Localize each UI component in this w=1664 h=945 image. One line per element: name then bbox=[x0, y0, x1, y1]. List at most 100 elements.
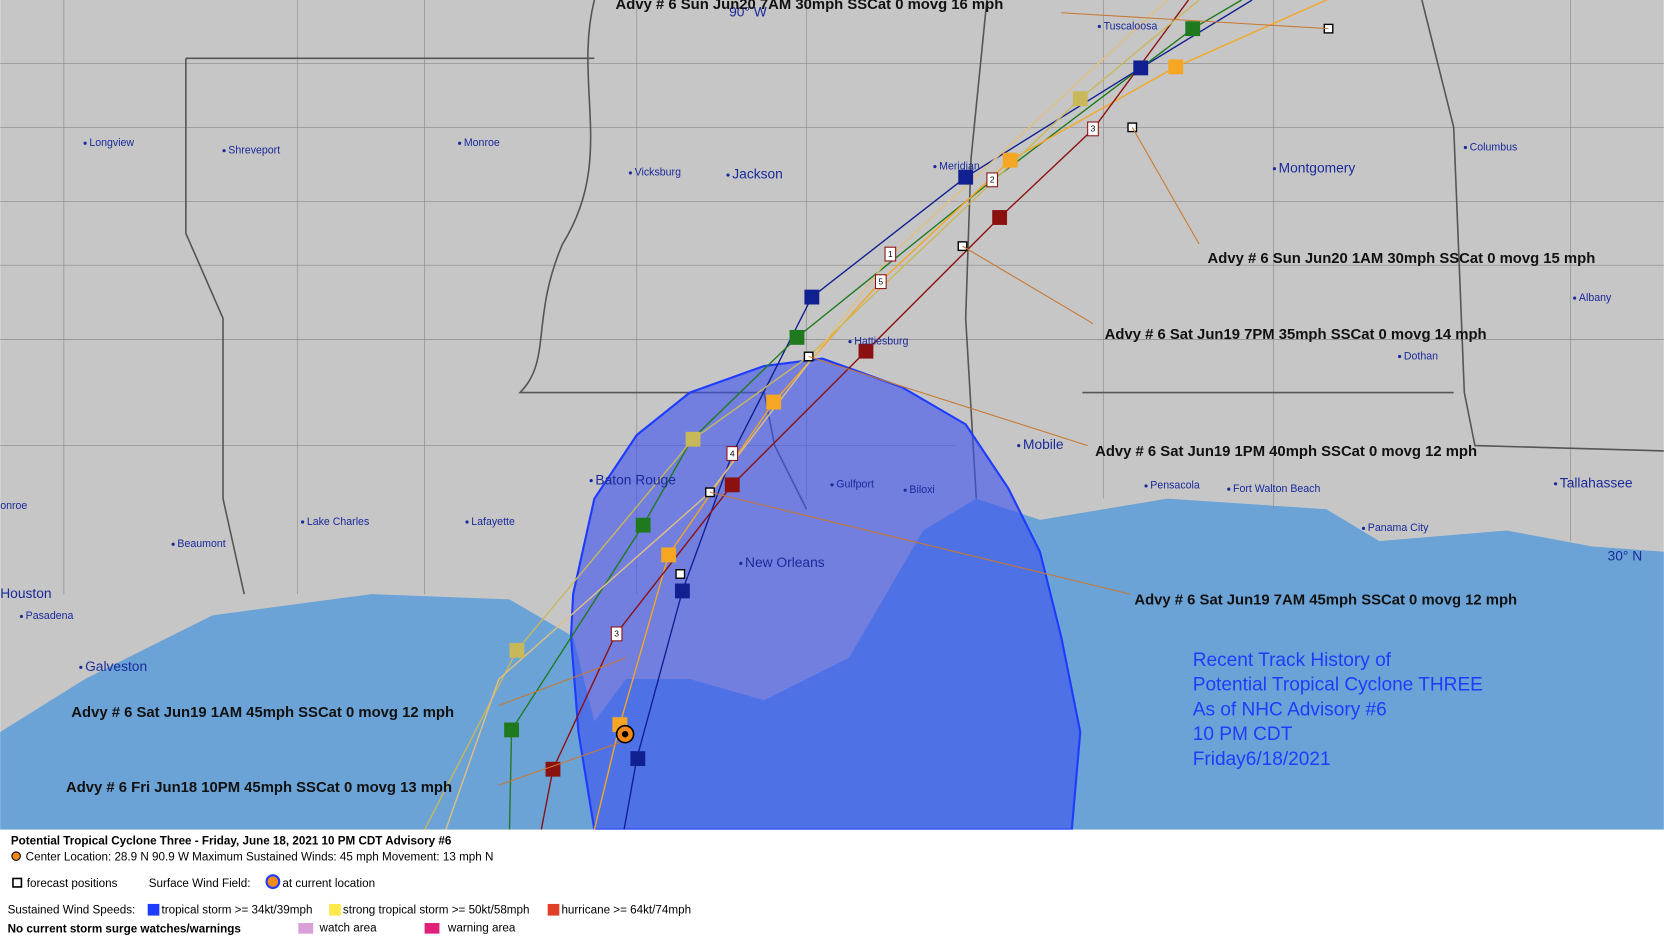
city-dot bbox=[79, 665, 83, 669]
history-line: 10 PM CDT bbox=[1193, 724, 1293, 745]
track-line bbox=[623, 0, 1253, 830]
position-marker bbox=[992, 210, 1008, 225]
track-line bbox=[423, 0, 1200, 830]
city-label: Lake Charles bbox=[307, 516, 369, 528]
legend-watch: watch area bbox=[319, 921, 378, 934]
legend-sts: strong tropical storm >= 50kt/58mph bbox=[343, 903, 530, 916]
city-dot bbox=[83, 141, 87, 145]
city-label: Baton Rouge bbox=[595, 472, 676, 487]
city-dot bbox=[1017, 444, 1021, 448]
position-marker bbox=[1072, 91, 1088, 107]
city-label: New Orleans bbox=[745, 555, 825, 570]
forecast-position bbox=[675, 569, 686, 579]
position-marker bbox=[1185, 21, 1201, 37]
city-label: Galveston bbox=[85, 659, 147, 674]
city-dot bbox=[1227, 487, 1231, 491]
legend-watch-swatch bbox=[298, 923, 314, 934]
leader-line bbox=[962, 245, 1094, 325]
city-dot bbox=[628, 171, 633, 175]
legend-surface: Surface Wind Field: bbox=[149, 877, 251, 890]
forecast-number-box bbox=[884, 246, 897, 262]
city-dot bbox=[458, 141, 462, 145]
position-marker bbox=[1168, 59, 1184, 75]
position-marker bbox=[509, 642, 525, 658]
city-dot bbox=[903, 488, 907, 492]
position-marker bbox=[724, 477, 740, 493]
position-marker bbox=[958, 169, 974, 185]
forecast-number-box bbox=[726, 446, 739, 461]
city-label: Pasadena bbox=[26, 610, 74, 622]
legend-warning: warning area bbox=[447, 921, 516, 934]
position-marker bbox=[661, 547, 677, 563]
city-label: Panama City bbox=[1368, 522, 1429, 534]
advisory-label: Advy # 6 Sat Jun19 1PM 40mph SSCat 0 mov… bbox=[1095, 444, 1477, 460]
city-dot bbox=[1398, 354, 1402, 359]
leader-line bbox=[709, 491, 1131, 595]
city-label: Hattiesburg bbox=[854, 335, 908, 347]
legend-sustained: Sustained Wind Speeds: bbox=[8, 903, 136, 916]
city-label: Tuscaloosa bbox=[1104, 20, 1158, 32]
city-label: Jackson bbox=[732, 167, 783, 182]
city-dot bbox=[933, 164, 937, 169]
latitude-label: 30° N bbox=[1608, 549, 1643, 564]
city-label: onroe bbox=[0, 500, 27, 512]
position-marker bbox=[1002, 152, 1018, 168]
city-dot bbox=[1463, 145, 1467, 150]
position-marker bbox=[545, 761, 561, 777]
city-label: Shreveport bbox=[228, 144, 280, 156]
history-line: As of NHC Advisory #6 bbox=[1193, 699, 1387, 720]
leader-line bbox=[1131, 127, 1200, 245]
city-dot bbox=[222, 149, 226, 153]
legend-current: at current location bbox=[282, 877, 375, 890]
current-center-dot bbox=[621, 730, 629, 738]
gulf-water bbox=[0, 498, 1664, 830]
city-label: Albany bbox=[1579, 292, 1612, 304]
city-dot bbox=[1361, 526, 1366, 530]
position-marker bbox=[630, 751, 646, 767]
leader-line bbox=[808, 355, 1088, 447]
leader-lines bbox=[498, 12, 1329, 786]
legend-ts-swatch bbox=[147, 903, 160, 916]
city-dot bbox=[1144, 484, 1148, 488]
city-dot bbox=[848, 340, 852, 344]
forecast-number: 2 bbox=[990, 175, 995, 185]
advisory-label: Advy # 6 Sun Jun20 1AM 30mph SSCat 0 mov… bbox=[1208, 251, 1596, 267]
city-label: Fort Walton Beach bbox=[1233, 483, 1320, 495]
position-marker bbox=[504, 722, 520, 738]
city-label: Monroe bbox=[464, 137, 500, 149]
legend-hu: hurricane >= 64kt/74mph bbox=[561, 903, 691, 916]
city-label: Montgomery bbox=[1279, 160, 1356, 175]
advisory-labels: Advy # 6 Sun Jun20 7AM 30mph SSCat 0 mov… bbox=[66, 0, 1595, 796]
city-label: Houston bbox=[0, 586, 51, 601]
position-marker bbox=[1133, 60, 1149, 76]
city-label: Mobile bbox=[1023, 437, 1064, 452]
position-marker bbox=[685, 431, 701, 447]
position-marker bbox=[766, 394, 782, 410]
leader-line bbox=[1061, 12, 1329, 30]
city-dot bbox=[465, 520, 469, 524]
advisory-label: Advy # 6 Sat Jun19 7AM 45mph SSCat 0 mov… bbox=[1134, 592, 1517, 608]
track-line bbox=[540, 0, 1190, 830]
city-label: Dothan bbox=[1404, 350, 1438, 362]
city-label: Longview bbox=[89, 137, 134, 149]
history-line: Friday6/18/2021 bbox=[1193, 749, 1331, 770]
advisory-label: Advy # 6 Sat Jun19 7PM 35mph SSCat 0 mov… bbox=[1105, 327, 1487, 343]
forecast-number-box bbox=[1087, 121, 1099, 137]
legend-warning-swatch bbox=[424, 923, 440, 934]
legend-title: Potential Tropical Cyclone Three - Frida… bbox=[11, 834, 452, 847]
forecast-number: 5 bbox=[878, 276, 883, 286]
forecast-number-box bbox=[986, 172, 999, 188]
state-lines bbox=[185, 0, 1664, 595]
legend-forecast: forecast positions bbox=[27, 877, 118, 890]
advisory-label: Advy # 6 Sat Jun19 1AM 45mph SSCat 0 mov… bbox=[71, 705, 454, 721]
legend-sts-swatch bbox=[329, 903, 341, 916]
forecast-number: 1 bbox=[888, 249, 893, 259]
city-dot bbox=[300, 520, 305, 524]
legend-hu-swatch bbox=[547, 903, 560, 916]
advisory-label: Advy # 6 Sun Jun20 7AM 30mph SSCat 0 mov… bbox=[616, 0, 1004, 13]
city-label: Vicksburg bbox=[635, 167, 681, 179]
position-marker bbox=[804, 289, 820, 305]
